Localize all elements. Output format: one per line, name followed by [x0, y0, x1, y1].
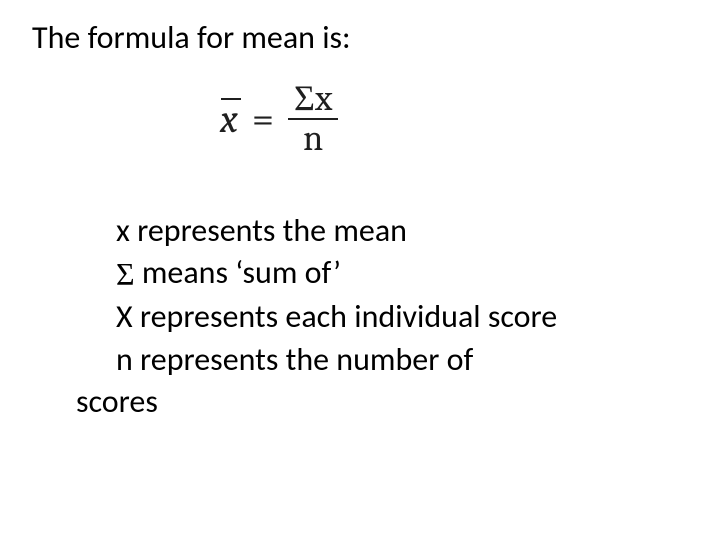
def-xbar-text: represents the mean — [130, 211, 407, 250]
formula-denominator: n — [297, 120, 329, 158]
def-x-text: represents each individual score — [133, 297, 558, 336]
def-n-text: represents the number of — [133, 340, 473, 379]
formula-fraction: Σx n — [288, 80, 338, 158]
def-line-sigma: Σ means ‘sum of’ — [76, 252, 680, 296]
def-xbar-symbol: x — [116, 211, 130, 250]
sigma-icon: Σ — [116, 254, 135, 296]
def-line-xbar: x represents the mean — [76, 210, 680, 252]
formula-equals: = — [252, 96, 274, 142]
formula-lhs-symbol: x — [220, 96, 238, 142]
def-line-scores: scores — [76, 381, 680, 423]
formula-xbar: x — [220, 96, 238, 142]
slide-title: The formula for mean is: — [32, 18, 351, 57]
def-n-symbol: n — [116, 340, 133, 379]
formula-numerator-var: x — [315, 78, 332, 119]
def-line-x: X represents each individual score — [76, 296, 680, 338]
def-line-n: n represents the number of — [76, 339, 680, 381]
def-x-symbol: X — [116, 297, 133, 336]
mean-formula: x = Σx n — [220, 80, 338, 158]
def-sigma-text: means ‘sum of’ — [135, 253, 341, 292]
xbar-overline — [221, 98, 241, 100]
formula-numerator: Σx — [288, 80, 338, 118]
definitions-block: x represents the mean Σ means ‘sum of’ X… — [76, 210, 680, 423]
slide-page: The formula for mean is: x = Σx n x repr… — [0, 0, 720, 540]
sigma-icon: Σ — [294, 78, 315, 119]
